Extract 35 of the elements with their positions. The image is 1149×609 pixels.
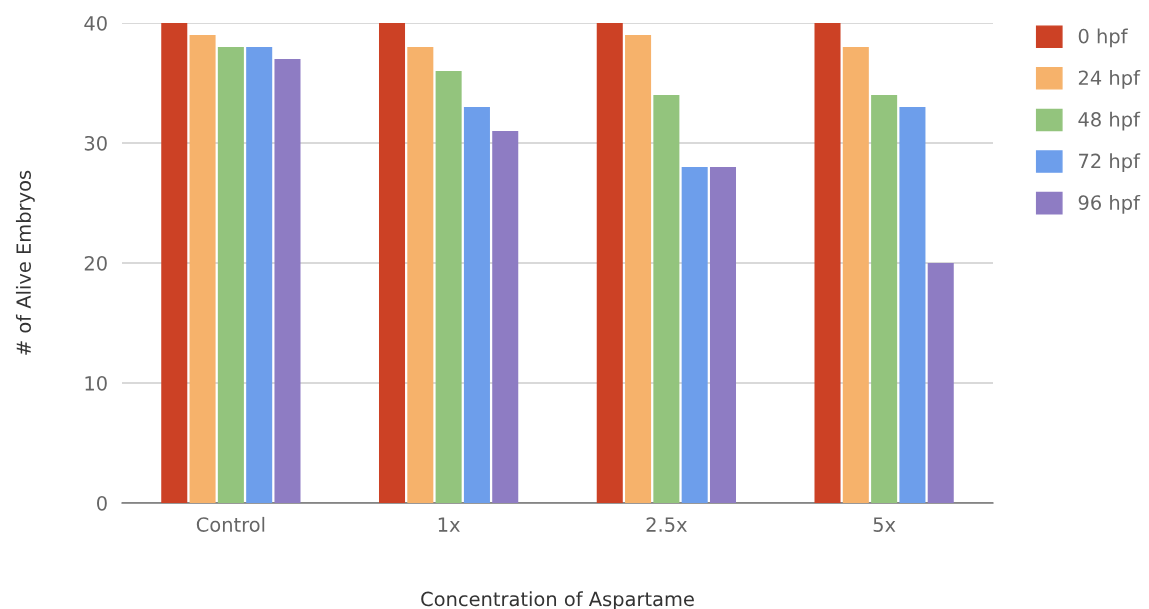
bar (217, 47, 244, 503)
bar (625, 35, 652, 503)
bar (463, 107, 490, 503)
y-tick-label: 40 (84, 15, 107, 31)
legend-label: 96 hpf (1078, 194, 1141, 214)
bar (681, 167, 708, 503)
bar (274, 59, 301, 503)
bar (653, 95, 680, 503)
bar (842, 47, 869, 503)
x-tick-label: Control (196, 516, 265, 532)
bar (492, 131, 519, 503)
legend-label: 48 hpf (1078, 111, 1141, 131)
bar (899, 107, 926, 503)
legend-label: 72 hpf (1079, 153, 1141, 173)
bar (246, 47, 273, 503)
bar (378, 23, 406, 503)
bar (814, 23, 841, 503)
y-axis-title: # of Alive Embryos (15, 170, 35, 355)
bar (596, 23, 623, 503)
bar (161, 23, 188, 503)
legend-label: 24 hpf (1078, 70, 1141, 89)
bar (709, 167, 737, 503)
x-tick-label: 1x (438, 517, 460, 532)
legend-label: 0 hpf (1078, 28, 1128, 48)
bar (435, 71, 462, 503)
y-tick-label: 20 (84, 255, 107, 271)
bar (407, 47, 434, 503)
x-tick-label: 2.5x (646, 517, 687, 532)
y-tick-label: 10 (85, 375, 107, 391)
bar (189, 35, 216, 503)
y-tick-label: 0 (97, 495, 107, 511)
bar (871, 95, 898, 503)
y-tick-label: 30 (84, 135, 107, 151)
x-tick-label: 5x (873, 517, 896, 532)
bar (927, 263, 954, 503)
